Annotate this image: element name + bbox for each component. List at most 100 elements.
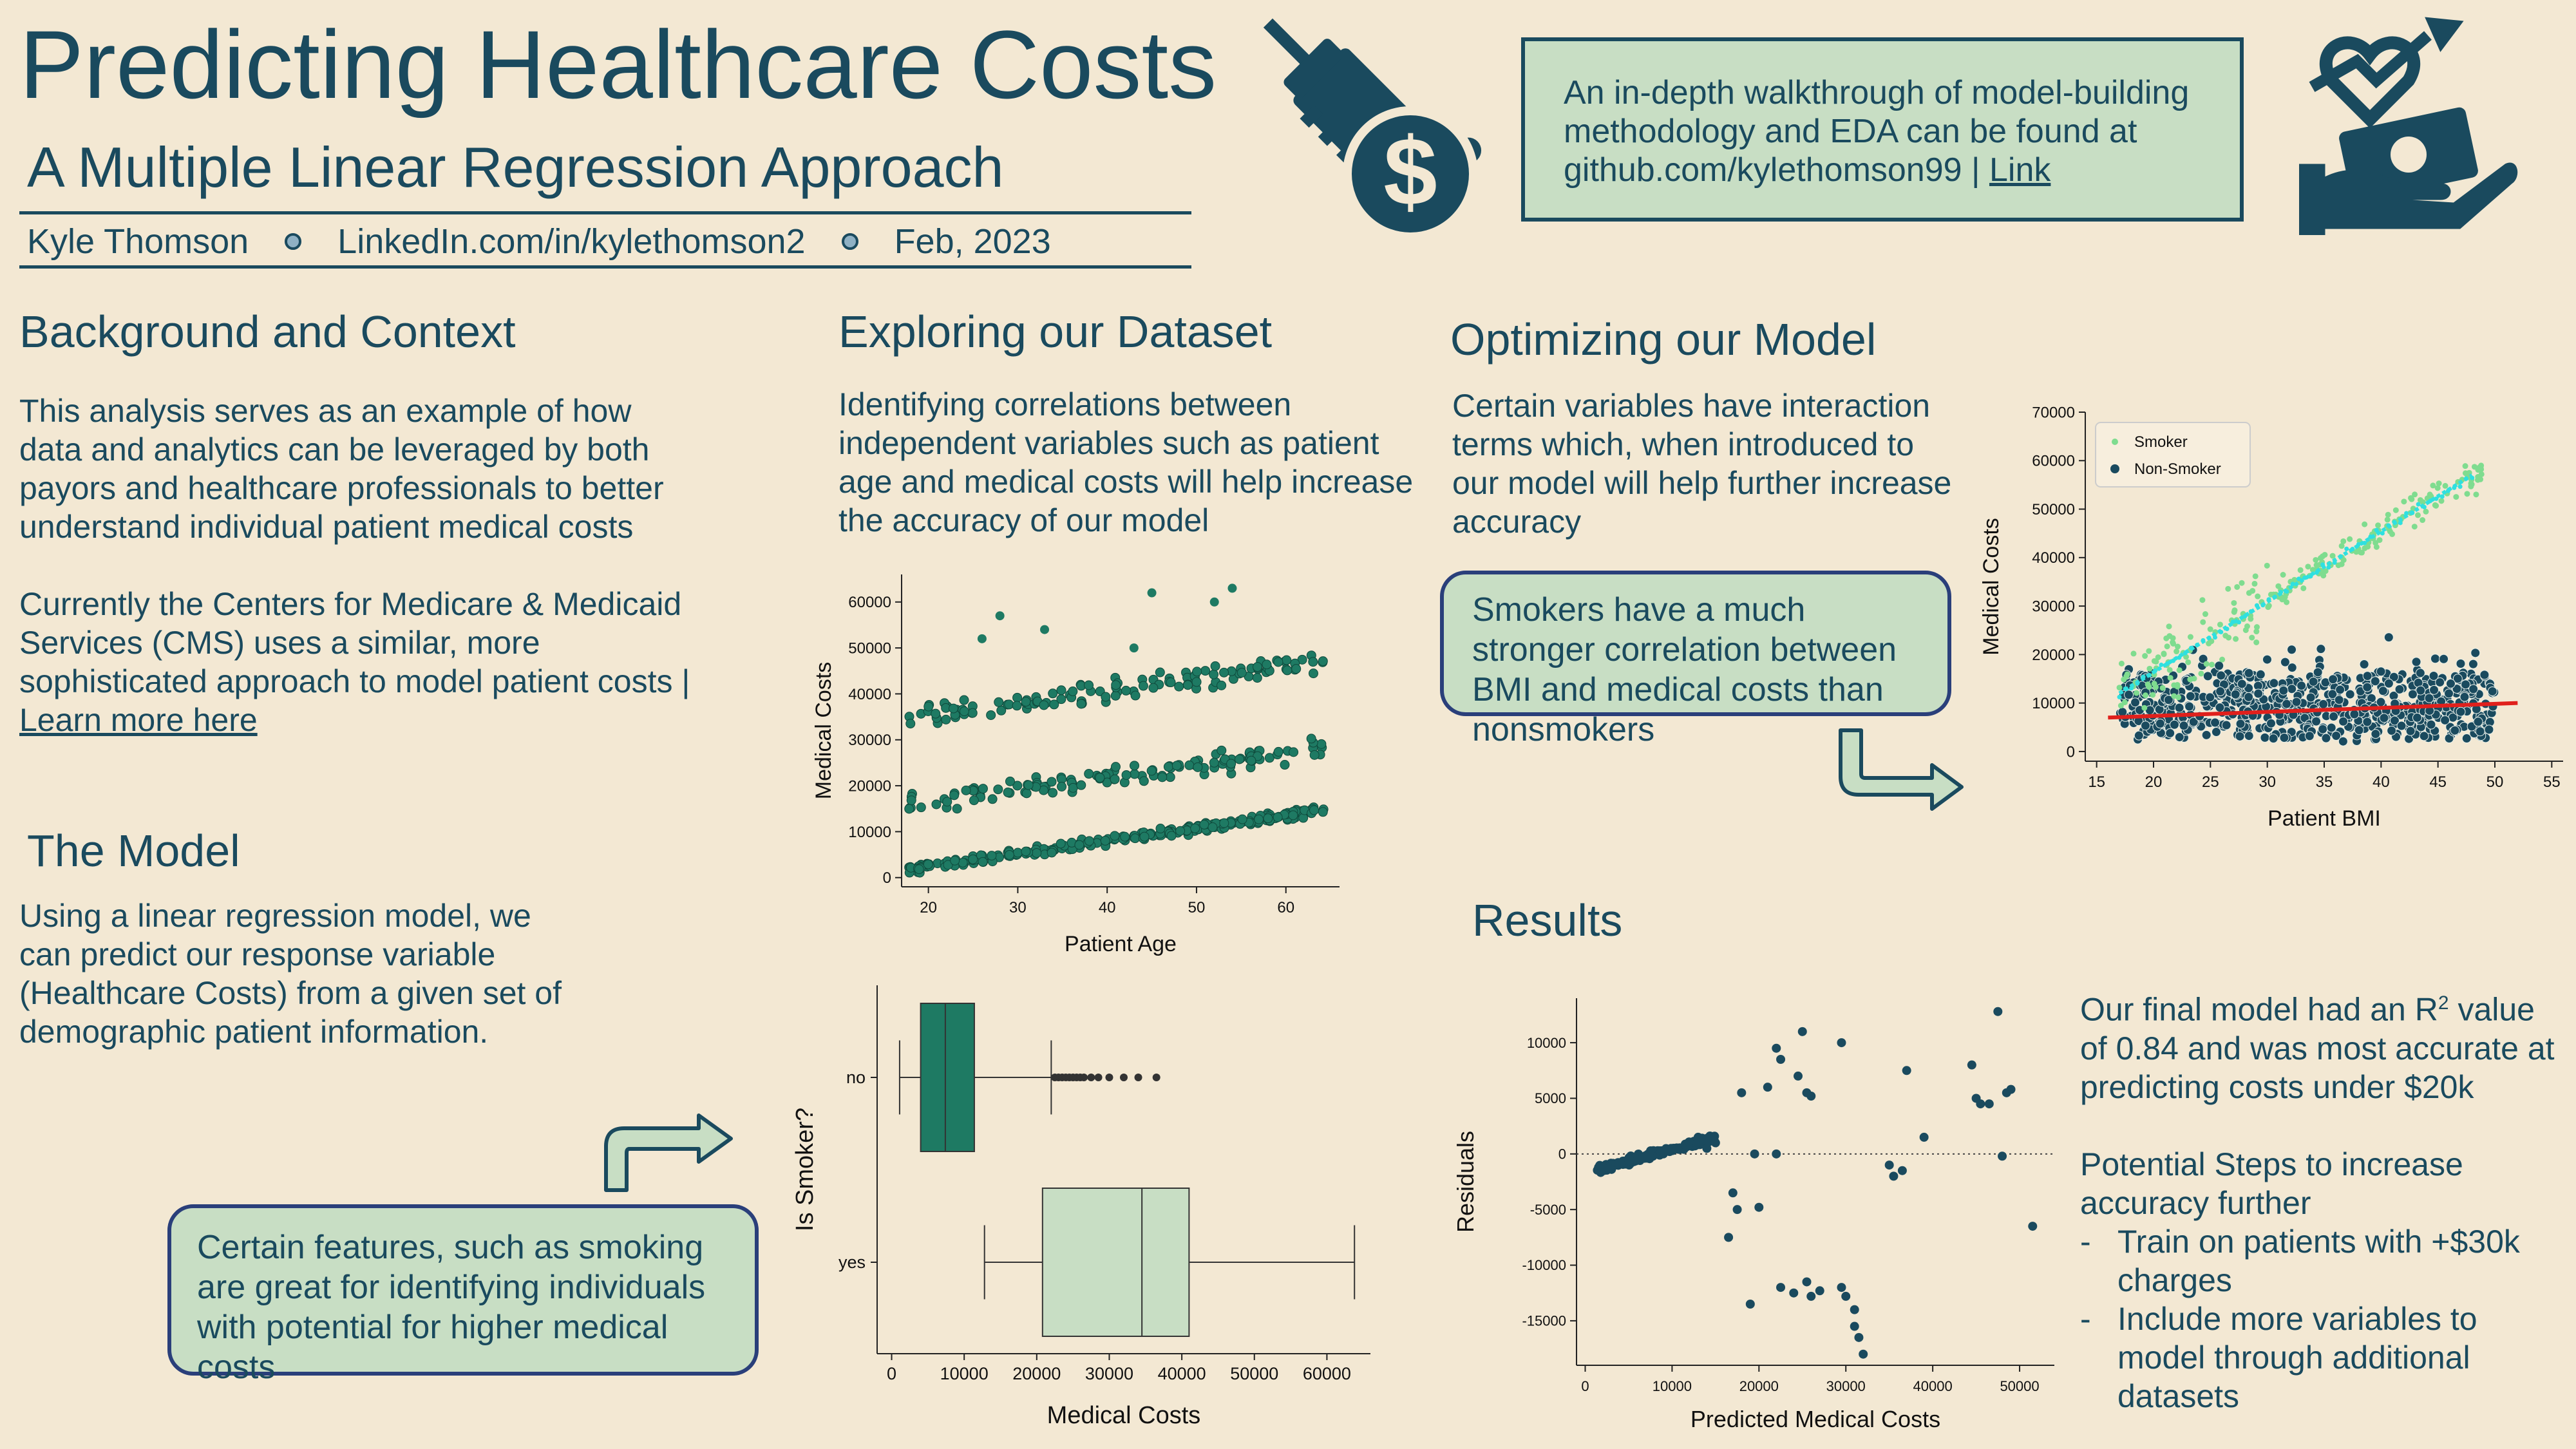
scatter-point (2434, 485, 2441, 491)
scatter-point (2405, 726, 2416, 736)
scatter-point (2130, 650, 2137, 657)
scatter-point (995, 611, 1005, 621)
scatter-point (1049, 699, 1059, 710)
y-tick-label: 0 (2067, 743, 2075, 761)
scatter-point (2248, 616, 2254, 622)
x-tick-label: 45 (2429, 773, 2447, 791)
scatter-point (2429, 685, 2439, 695)
y-tick-label: 30000 (2032, 598, 2075, 616)
box-flier (1087, 1074, 1095, 1081)
scatter-point (1110, 690, 1121, 701)
scatter-point (2362, 717, 2372, 727)
scatter-point (2379, 713, 2389, 723)
scatter-point (1165, 772, 1175, 782)
scatter-point (1095, 773, 1105, 783)
y-tick-label: 0 (1558, 1146, 1566, 1162)
y-tick-label: 20000 (2032, 647, 2075, 664)
scatter-point (1318, 656, 1328, 667)
scatter-point (1110, 774, 1120, 784)
scatter-point (1121, 770, 1132, 780)
scatter-point (2253, 629, 2260, 635)
scatter-point (2474, 477, 2481, 483)
scatter-point (1199, 819, 1209, 829)
scatter-point (2372, 540, 2379, 546)
scatter-point (2401, 498, 2407, 505)
scatter-point (2414, 512, 2421, 518)
scatter-point (1282, 655, 1292, 665)
scatter-point (2210, 717, 2221, 728)
legend-label: Non-Smoker (2134, 460, 2221, 478)
scatter-point (1754, 1202, 1764, 1212)
scatter-point (2155, 719, 2165, 729)
scatter-point (2200, 619, 2206, 625)
scatter-point (2214, 661, 2224, 671)
scatter-point (1046, 777, 1057, 787)
scatter-point (1084, 836, 1094, 846)
smoker-fit-line (2118, 473, 2474, 696)
page-title: Predicting Healthcare Costs (19, 10, 1217, 118)
scatter-point (1262, 659, 1272, 670)
scatter-point (2171, 693, 2177, 699)
scatter-point (2318, 724, 2328, 734)
scatter-point (2321, 733, 2331, 743)
scatter-point (1023, 780, 1034, 790)
y-axis-label: Medical Costs (1979, 518, 2003, 656)
box-flier (1105, 1074, 1113, 1081)
scatter-point (2150, 692, 2156, 698)
x-tick-label: 50000 (2000, 1378, 2039, 1394)
scatter-point (1147, 588, 1157, 598)
scatter-point (1263, 813, 1273, 824)
scatter-point (1068, 687, 1078, 697)
scatter-point (1615, 1158, 1625, 1168)
scatter-point (987, 794, 998, 804)
scatter-point (2389, 715, 2400, 726)
scatter-point (2371, 729, 2381, 739)
y-axis-label: Residuals (1452, 1131, 1479, 1233)
scatter-point (2375, 522, 2382, 529)
scatter-point (2412, 491, 2418, 498)
github-link[interactable]: Link (1989, 151, 2051, 189)
x-tick-label: 50000 (1230, 1364, 1278, 1383)
x-tick-label: 40000 (1158, 1364, 1206, 1383)
scatter-point (2282, 699, 2292, 709)
smoker-cost-boxplot: 0 10000 20000 30000 40000 50000 60000 Medical C… (791, 985, 1370, 1429)
scatter-point (2327, 689, 2338, 699)
scatter-point (1121, 685, 1131, 696)
scatter-point (2260, 732, 2270, 743)
walkthrough-text: An in-depth walkthrough of model-buildin… (1564, 74, 2190, 189)
scatter-point (1210, 661, 1220, 671)
scatter-point (2412, 712, 2422, 723)
scatter-point (1794, 1071, 1803, 1081)
scatter-point (2396, 721, 2407, 731)
scatter-point (1111, 680, 1121, 690)
scatter-point (2166, 623, 2172, 630)
scatter-point (1280, 760, 1290, 770)
scatter-point (1076, 699, 1086, 709)
fit-point (2374, 527, 2379, 533)
scatter-point (2124, 690, 2134, 700)
cms-learn-more-link[interactable]: Learn more here (19, 702, 258, 738)
scatter-point (2334, 695, 2344, 705)
scatter-point (2452, 674, 2463, 684)
scatter-point (1776, 1283, 1786, 1293)
scatter-point (2202, 671, 2213, 681)
scatter-point (2411, 524, 2418, 530)
linkedin-url[interactable]: LinkedIn.com/in/kylethomson2 (337, 222, 806, 261)
scatter-point (948, 703, 958, 714)
y-tick-label: -15000 (1522, 1313, 1566, 1329)
scatter-point (1289, 747, 1299, 757)
scatter-point (1806, 1291, 1816, 1301)
scatter-point (2255, 669, 2266, 679)
model-body: Using a linear regression model, we can … (19, 898, 562, 1050)
scatter-point (1084, 680, 1094, 690)
scatter-point (2167, 675, 2174, 681)
scatter-point (2146, 648, 2152, 654)
scatter-point (1183, 680, 1193, 690)
scatter-point (1967, 1060, 1976, 1070)
scatter-point (968, 854, 978, 864)
scatter-point (1802, 1277, 1812, 1287)
scatter-point (2471, 464, 2477, 470)
scatter-point (1155, 667, 1165, 677)
scatter-point (2440, 715, 2450, 725)
scatter-point (2408, 495, 2414, 501)
